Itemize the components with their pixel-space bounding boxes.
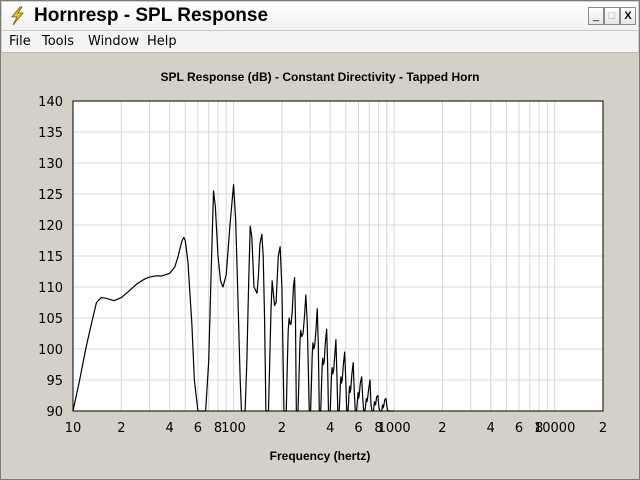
y-tick-label: 120 <box>38 219 63 234</box>
spl-chart: SPL Response (dB) - Constant Directivity… <box>38 70 607 463</box>
spl-curve <box>72 184 395 412</box>
y-tick-labels: 90 95 100 105 110 115 120 125 130 135 140 <box>38 95 63 420</box>
x-tick-label: 10 <box>65 421 82 436</box>
x-tick-label: 2 <box>278 421 286 436</box>
title-bar[interactable]: Hornresp - SPL Response _ □ X <box>2 2 638 31</box>
x-tick-label: 4 <box>166 421 174 436</box>
y-tick-label: 115 <box>38 250 63 265</box>
x-tick-label: 2 <box>599 421 607 436</box>
y-tick-label: 140 <box>38 95 63 110</box>
x-tick-label: 10000 <box>534 421 575 436</box>
x-tick-label: 6 <box>194 421 202 436</box>
x-axis-label: Frequency (hertz) <box>270 449 371 463</box>
x-tick-label: 2 <box>438 421 446 436</box>
y-tick-label: 90 <box>46 405 63 420</box>
x-tick-label: 6 <box>515 421 523 436</box>
menu-file[interactable]: File <box>9 34 31 49</box>
maximize-button[interactable]: □ <box>604 7 620 25</box>
grid <box>73 101 604 411</box>
menu-window[interactable]: Window <box>88 34 140 49</box>
x-tick-label: 8 <box>374 421 382 436</box>
y-tick-label: 100 <box>38 343 63 358</box>
menu-tools[interactable]: Tools <box>42 34 75 49</box>
menu-help[interactable]: Help <box>147 34 177 49</box>
y-tick-label: 105 <box>38 312 63 327</box>
x-tick-label: 8 <box>535 421 543 436</box>
x-tick-label: 4 <box>487 421 495 436</box>
window-title: Hornresp - SPL Response <box>34 5 269 26</box>
y-tick-label: 130 <box>38 157 63 172</box>
y-tick-label: 110 <box>38 281 63 296</box>
x-tick-label: 100 <box>221 421 246 436</box>
y-tick-label: 135 <box>38 126 63 141</box>
minimize-button[interactable]: _ <box>588 7 604 25</box>
x-tick-label: 6 <box>354 421 362 436</box>
y-tick-label: 125 <box>38 188 63 203</box>
x-tick-label: 2 <box>117 421 125 436</box>
lightning-bolt-icon <box>11 6 24 26</box>
menu-bar: File Tools Window Help <box>2 31 638 53</box>
close-button[interactable]: X <box>620 7 636 25</box>
x-tick-label: 8 <box>214 421 222 436</box>
x-tick-label: 1000 <box>378 421 411 436</box>
chart-title: SPL Response (dB) - Constant Directivity… <box>161 70 480 84</box>
y-tick-label: 95 <box>46 374 63 389</box>
x-tick-label: 4 <box>326 421 334 436</box>
